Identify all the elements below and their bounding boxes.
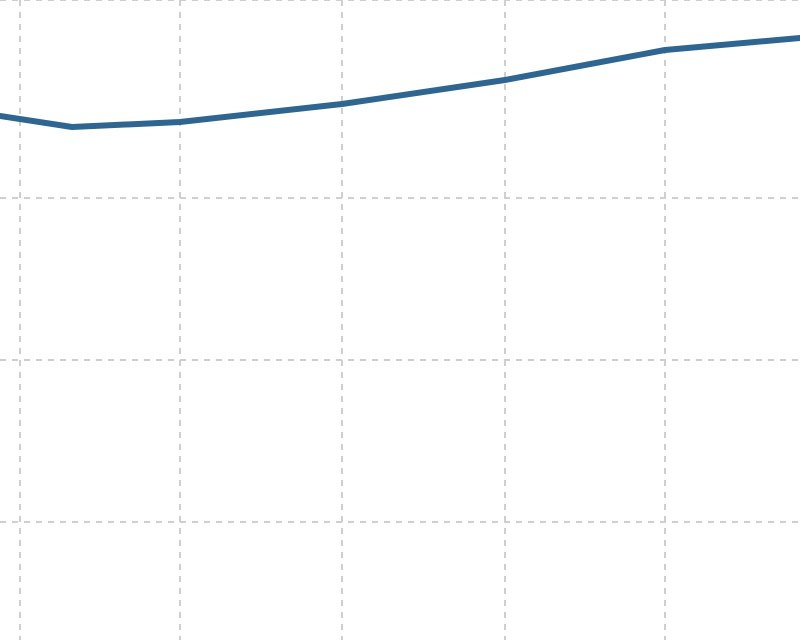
line-chart — [0, 0, 800, 640]
chart-canvas — [0, 0, 800, 640]
